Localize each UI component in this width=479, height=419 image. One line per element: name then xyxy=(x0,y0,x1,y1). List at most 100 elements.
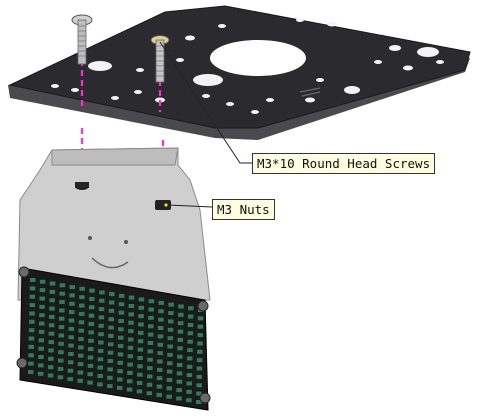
led-dot xyxy=(47,365,54,370)
led-dot xyxy=(186,381,192,386)
led-dot xyxy=(186,364,193,369)
led-dot xyxy=(68,318,75,323)
led-dot xyxy=(49,306,55,311)
led-dot xyxy=(117,360,123,365)
led-dot xyxy=(87,380,93,385)
led-dot xyxy=(59,291,65,296)
led-dot xyxy=(89,297,95,301)
led-dot xyxy=(88,305,95,310)
led-dot xyxy=(177,321,184,326)
led-dot xyxy=(157,351,163,356)
led-dot xyxy=(158,309,164,314)
led-dot xyxy=(117,344,124,349)
led-dot xyxy=(88,347,94,352)
led-dot xyxy=(168,302,174,307)
led-dot xyxy=(30,278,36,282)
led-dot xyxy=(38,346,44,351)
screw-right xyxy=(150,35,170,83)
led-dot xyxy=(48,356,54,361)
plate-engraving xyxy=(299,87,321,97)
led-dot xyxy=(117,352,124,357)
led-dot xyxy=(28,361,34,366)
led-dot xyxy=(48,331,55,336)
led-dot xyxy=(127,354,134,359)
led-dot xyxy=(187,348,193,353)
led-dot xyxy=(49,315,55,319)
bracket-hole-right xyxy=(124,240,128,244)
led-dot xyxy=(156,384,163,389)
led-dot xyxy=(98,315,105,320)
led-dot xyxy=(177,346,183,351)
led-dot xyxy=(79,295,85,300)
led-dot xyxy=(118,319,124,323)
led-dot xyxy=(88,322,95,326)
led-dot xyxy=(187,356,193,361)
led-dot xyxy=(99,298,105,303)
led-dot xyxy=(178,312,184,317)
led-dot xyxy=(168,319,174,324)
led-dot xyxy=(118,310,125,315)
led-dot xyxy=(197,333,203,338)
led-dot xyxy=(29,311,35,316)
led-dot xyxy=(196,374,202,379)
led-dot xyxy=(187,331,194,336)
led-dot xyxy=(97,374,103,378)
led-dot xyxy=(98,340,104,345)
led-dot xyxy=(118,293,125,298)
led-dot xyxy=(38,329,45,334)
led-dot xyxy=(89,288,95,293)
led-dot-grid xyxy=(28,278,204,404)
led-dot xyxy=(148,324,154,329)
led-dot xyxy=(118,335,124,340)
led-dot xyxy=(107,359,114,363)
led-dot xyxy=(88,330,94,335)
led-dot xyxy=(48,348,54,353)
led-dot xyxy=(167,327,174,332)
led-dot xyxy=(176,388,182,393)
led-dot xyxy=(157,367,163,372)
led-dot xyxy=(68,343,74,348)
led-dot xyxy=(98,307,105,312)
led-dot xyxy=(97,382,103,387)
led-dot xyxy=(39,304,45,309)
led-dot xyxy=(79,286,85,291)
led-dot xyxy=(196,400,202,404)
led-dot xyxy=(196,391,202,396)
led-dot xyxy=(168,311,174,316)
led-dot xyxy=(38,355,44,359)
led-dot xyxy=(177,354,183,359)
led-dot xyxy=(166,369,173,374)
led-dot xyxy=(59,308,65,313)
led-dot xyxy=(69,285,75,290)
bracket-smile xyxy=(91,257,129,269)
led-dot xyxy=(127,345,134,350)
led-dot xyxy=(188,306,194,311)
led-dot xyxy=(98,332,104,337)
led-dot xyxy=(146,391,153,396)
led-dot xyxy=(186,389,192,394)
led-dot xyxy=(187,339,193,344)
nut-left xyxy=(75,182,89,190)
led-dot xyxy=(69,301,75,306)
led-dot xyxy=(68,352,74,356)
led-dot xyxy=(157,359,163,364)
led-dot xyxy=(147,349,153,354)
led-dot xyxy=(79,303,85,308)
led-dot xyxy=(68,335,74,340)
led-dot xyxy=(69,310,75,315)
led-dot xyxy=(109,292,115,297)
led-dot xyxy=(47,373,54,378)
led-dot xyxy=(38,363,44,368)
nut-right xyxy=(155,200,171,210)
led-dot xyxy=(78,345,84,350)
led-dot xyxy=(118,302,125,307)
led-dot xyxy=(87,372,93,377)
led-dot xyxy=(138,297,145,302)
led-dot xyxy=(49,298,55,303)
led-dot xyxy=(137,356,143,360)
led-dot xyxy=(128,320,134,325)
led-dot xyxy=(156,392,162,397)
led-dot xyxy=(177,329,184,334)
led-dot xyxy=(157,326,164,330)
led-dot xyxy=(127,337,134,342)
